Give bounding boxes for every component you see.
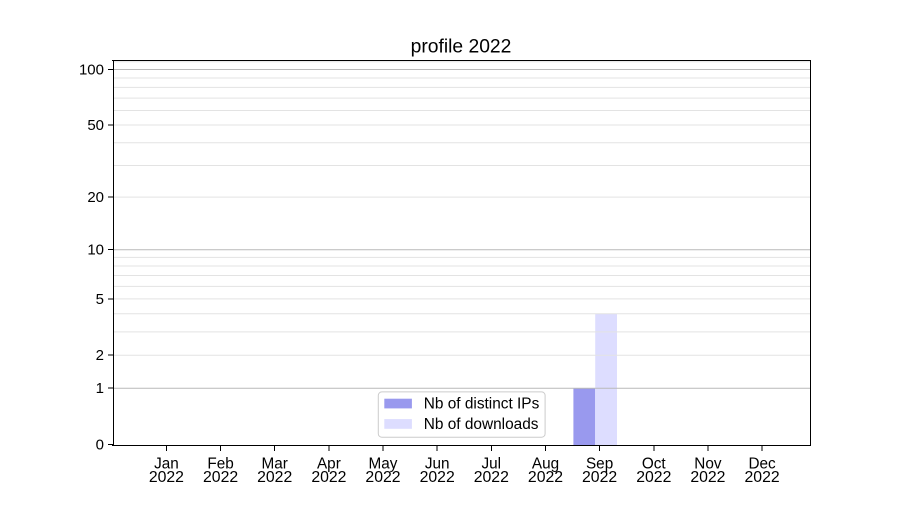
svg-text:profile 2022: profile 2022 bbox=[411, 37, 512, 58]
svg-text:2022: 2022 bbox=[203, 469, 238, 486]
svg-text:20: 20 bbox=[87, 189, 104, 206]
svg-text:Jan: Jan bbox=[154, 455, 179, 472]
svg-text:Nb of downloads: Nb of downloads bbox=[424, 416, 539, 433]
svg-text:2022: 2022 bbox=[420, 469, 455, 486]
svg-text:Jul: Jul bbox=[482, 455, 502, 472]
svg-text:2022: 2022 bbox=[474, 469, 509, 486]
svg-text:Mar: Mar bbox=[262, 455, 288, 472]
svg-text:5: 5 bbox=[96, 291, 104, 308]
svg-text:1: 1 bbox=[96, 380, 104, 397]
svg-text:2022: 2022 bbox=[365, 469, 400, 486]
svg-text:2022: 2022 bbox=[636, 469, 671, 486]
svg-text:2: 2 bbox=[96, 347, 104, 364]
svg-text:0: 0 bbox=[96, 437, 104, 454]
svg-text:2022: 2022 bbox=[528, 469, 563, 486]
svg-text:Feb: Feb bbox=[207, 455, 233, 472]
svg-text:Sep: Sep bbox=[586, 455, 613, 472]
svg-text:Aug: Aug bbox=[532, 455, 559, 472]
svg-text:2022: 2022 bbox=[745, 469, 780, 486]
svg-text:May: May bbox=[369, 455, 398, 472]
svg-text:Dec: Dec bbox=[748, 455, 776, 472]
svg-text:2022: 2022 bbox=[690, 469, 725, 486]
svg-text:2022: 2022 bbox=[149, 469, 184, 486]
svg-text:Nov: Nov bbox=[694, 455, 722, 472]
svg-text:10: 10 bbox=[87, 242, 104, 259]
svg-text:2022: 2022 bbox=[582, 469, 617, 486]
svg-text:Jun: Jun bbox=[425, 455, 450, 472]
svg-text:Nb of distinct IPs: Nb of distinct IPs bbox=[424, 396, 540, 413]
svg-text:2022: 2022 bbox=[311, 469, 346, 486]
svg-text:100: 100 bbox=[79, 62, 104, 79]
svg-text:Oct: Oct bbox=[642, 455, 667, 472]
svg-text:50: 50 bbox=[87, 117, 104, 134]
svg-text:2022: 2022 bbox=[257, 469, 292, 486]
svg-text:Apr: Apr bbox=[317, 455, 341, 472]
